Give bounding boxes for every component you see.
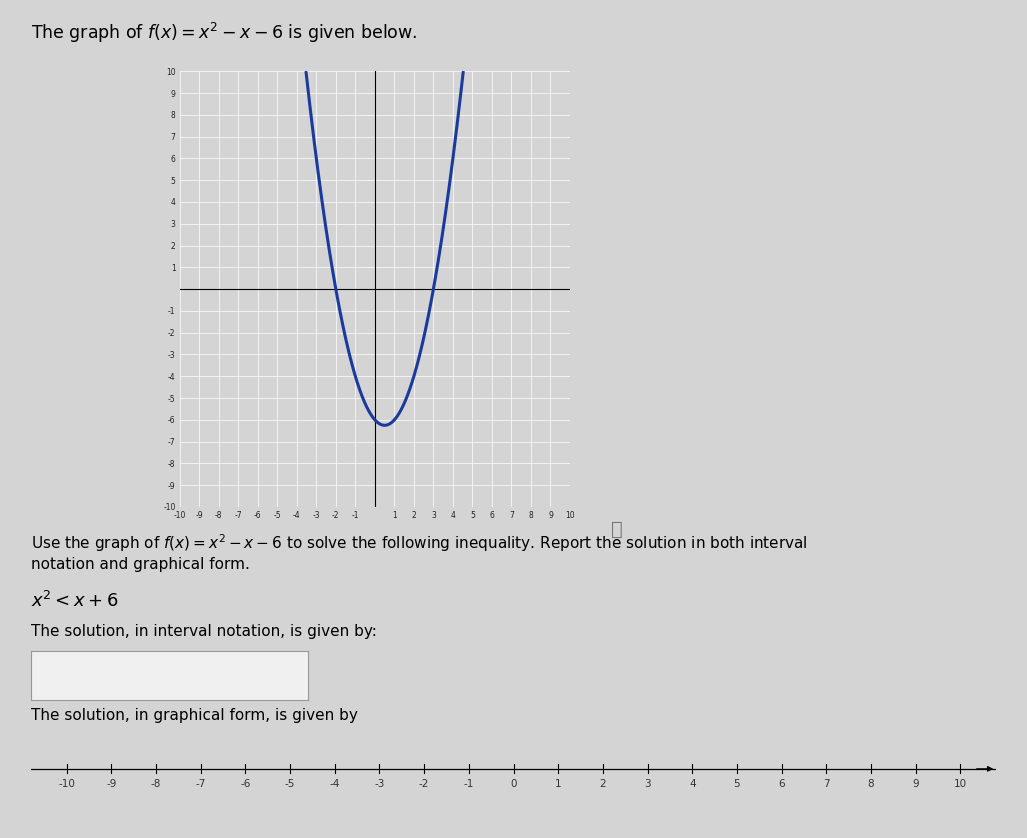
Text: -5: -5: [284, 779, 295, 789]
Text: -7: -7: [195, 779, 205, 789]
Text: -3: -3: [374, 779, 384, 789]
Text: -4: -4: [330, 779, 340, 789]
Text: 🔍: 🔍: [611, 520, 622, 539]
Text: -2: -2: [419, 779, 429, 789]
Text: 2: 2: [600, 779, 606, 789]
Text: The solution, in interval notation, is given by:: The solution, in interval notation, is g…: [31, 624, 377, 639]
Text: notation and graphical form.: notation and graphical form.: [31, 557, 250, 572]
Text: 4: 4: [689, 779, 695, 789]
Text: -10: -10: [59, 779, 75, 789]
Text: 9: 9: [912, 779, 919, 789]
Text: 7: 7: [823, 779, 830, 789]
Text: 8: 8: [868, 779, 874, 789]
Text: 0: 0: [510, 779, 517, 789]
Text: 10: 10: [954, 779, 967, 789]
Text: -8: -8: [151, 779, 161, 789]
Text: -6: -6: [240, 779, 251, 789]
Text: The solution, in graphical form, is given by: The solution, in graphical form, is give…: [31, 708, 357, 723]
Text: 3: 3: [644, 779, 651, 789]
Text: -9: -9: [106, 779, 116, 789]
Text: 1: 1: [555, 779, 562, 789]
Text: $x^2 < x + 6$: $x^2 < x + 6$: [31, 591, 118, 611]
Text: The graph of $f(x) = x^2 - x - 6$ is given below.: The graph of $f(x) = x^2 - x - 6$ is giv…: [31, 21, 417, 45]
Text: Use the graph of $f(x) = x^2 - x - 6$ to solve the following inequality. Report : Use the graph of $f(x) = x^2 - x - 6$ to…: [31, 532, 807, 554]
Text: 5: 5: [733, 779, 740, 789]
Text: -1: -1: [463, 779, 474, 789]
Text: 6: 6: [778, 779, 785, 789]
